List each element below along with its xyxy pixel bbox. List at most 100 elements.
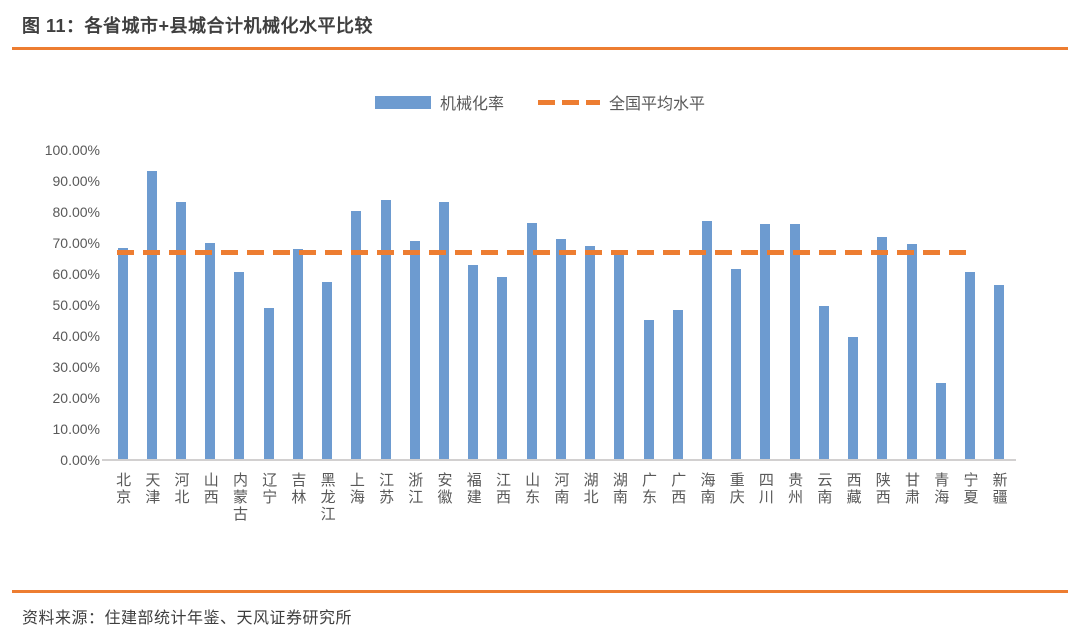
x-tick-label: 湖北 (581, 472, 599, 506)
y-tick-label: 70.00% (52, 235, 100, 251)
bar-江苏 (380, 200, 391, 460)
x-tick-label: 福建 (464, 472, 482, 506)
y-axis: 0.00% 10.00% 20.00% 30.00% 40.00% 50.00% 60.00… (0, 142, 108, 468)
bar-column (897, 243, 926, 460)
bar-column (283, 249, 312, 460)
x-tick-label: 湖南 (610, 472, 628, 506)
bar-column (342, 211, 371, 460)
bars (108, 150, 1014, 460)
bar-广东 (643, 319, 654, 460)
x-tick: 山东 (517, 472, 546, 534)
bar-column (751, 224, 780, 460)
x-tick-label: 黑龙江 (318, 472, 336, 523)
x-tick: 辽宁 (254, 472, 283, 534)
x-tick-label: 四川 (756, 472, 774, 506)
x-tick: 江西 (488, 472, 517, 534)
x-tick: 贵州 (780, 472, 809, 534)
national-average-line (117, 249, 971, 255)
legend-line-label: 全国平均水平 (609, 96, 706, 113)
x-tick: 湖北 (576, 472, 605, 534)
source-text: 资料来源：住建部统计年鉴、天风证券研究所 (22, 610, 353, 627)
y-tick-label: 20.00% (52, 390, 100, 406)
bar-陕西 (877, 237, 888, 460)
x-tick: 宁夏 (955, 472, 984, 534)
x-tick: 广西 (663, 472, 692, 534)
x-tick-label: 甘肃 (903, 472, 921, 506)
x-tick: 湖南 (605, 472, 634, 534)
bar-浙江 (409, 241, 420, 460)
bar-column (605, 254, 634, 460)
bar-column (166, 201, 195, 460)
x-tick: 甘肃 (897, 472, 926, 534)
bar-广西 (672, 309, 683, 460)
bar-column (488, 277, 517, 460)
bar-column (926, 383, 955, 460)
x-tick: 广东 (634, 472, 663, 534)
x-tick-label: 海南 (698, 472, 716, 506)
bar-column (955, 272, 984, 460)
figure-footer: 资料来源：住建部统计年鉴、天风证券研究所 (12, 581, 1068, 628)
x-tick: 海南 (692, 472, 721, 534)
x-tick-label: 广东 (640, 472, 658, 506)
x-tick: 内蒙古 (225, 472, 254, 534)
x-tick-label: 山东 (523, 472, 541, 506)
y-tick-label: 100.00% (44, 142, 100, 158)
x-tick: 青海 (926, 472, 955, 534)
x-tick: 江苏 (371, 472, 400, 534)
bar-甘肃 (906, 243, 917, 460)
bar-西藏 (848, 337, 859, 460)
x-tick-label: 吉林 (289, 472, 307, 506)
y-tick-label: 80.00% (52, 204, 100, 220)
bar-column (137, 171, 166, 460)
x-tick-label: 宁夏 (961, 472, 979, 506)
x-tick: 新疆 (985, 472, 1014, 534)
chart-area: 0.00% 10.00% 20.00% 30.00% 40.00% 50.00% 60.00… (0, 142, 1080, 534)
bar-column (371, 200, 400, 460)
bar-column (517, 222, 546, 460)
x-tick: 河南 (546, 472, 575, 534)
bar-column (546, 239, 575, 460)
x-tick-label: 陕西 (873, 472, 891, 506)
x-tick-label: 河北 (172, 472, 190, 506)
bar-column (634, 319, 663, 460)
x-tick: 重庆 (722, 472, 751, 534)
x-tick: 山西 (196, 472, 225, 534)
bar-重庆 (731, 268, 742, 460)
y-tick-label: 40.00% (52, 328, 100, 344)
x-tick-label: 山西 (201, 472, 219, 506)
bar-column (196, 243, 225, 460)
bar-column (313, 282, 342, 460)
bar-湖北 (585, 246, 596, 460)
bar-贵州 (789, 223, 800, 460)
bar-河南 (555, 239, 566, 460)
x-tick: 吉林 (283, 472, 312, 534)
x-tick-label: 重庆 (727, 472, 745, 506)
source-divider-line (12, 590, 1068, 593)
y-tick-label: 60.00% (52, 266, 100, 282)
x-tick-label: 天津 (143, 472, 161, 506)
y-tick-label: 10.00% (52, 421, 100, 437)
bar-column (780, 223, 809, 460)
bar-山东 (526, 222, 537, 460)
x-tick-label: 北京 (114, 472, 132, 506)
x-tick: 福建 (459, 472, 488, 534)
y-tick-label: 0.00% (60, 452, 100, 468)
bar-column (692, 221, 721, 460)
bar-内蒙古 (234, 272, 245, 460)
title-divider-line (12, 47, 1068, 50)
bar-column (576, 246, 605, 460)
x-tick-label: 上海 (347, 472, 365, 506)
bar-column (868, 237, 897, 460)
bar-河北 (176, 201, 187, 460)
bar-山西 (205, 243, 216, 460)
bar-column (838, 337, 867, 460)
x-tick: 安徽 (429, 472, 458, 534)
bar-column (108, 247, 137, 460)
bar-辽宁 (263, 308, 274, 460)
x-tick: 天津 (137, 472, 166, 534)
x-tick: 云南 (809, 472, 838, 534)
bar-宁夏 (964, 272, 975, 460)
figure-title: 图 11：各省城市+县城合计机械化水平比较 (22, 16, 374, 36)
x-tick: 陕西 (868, 472, 897, 534)
